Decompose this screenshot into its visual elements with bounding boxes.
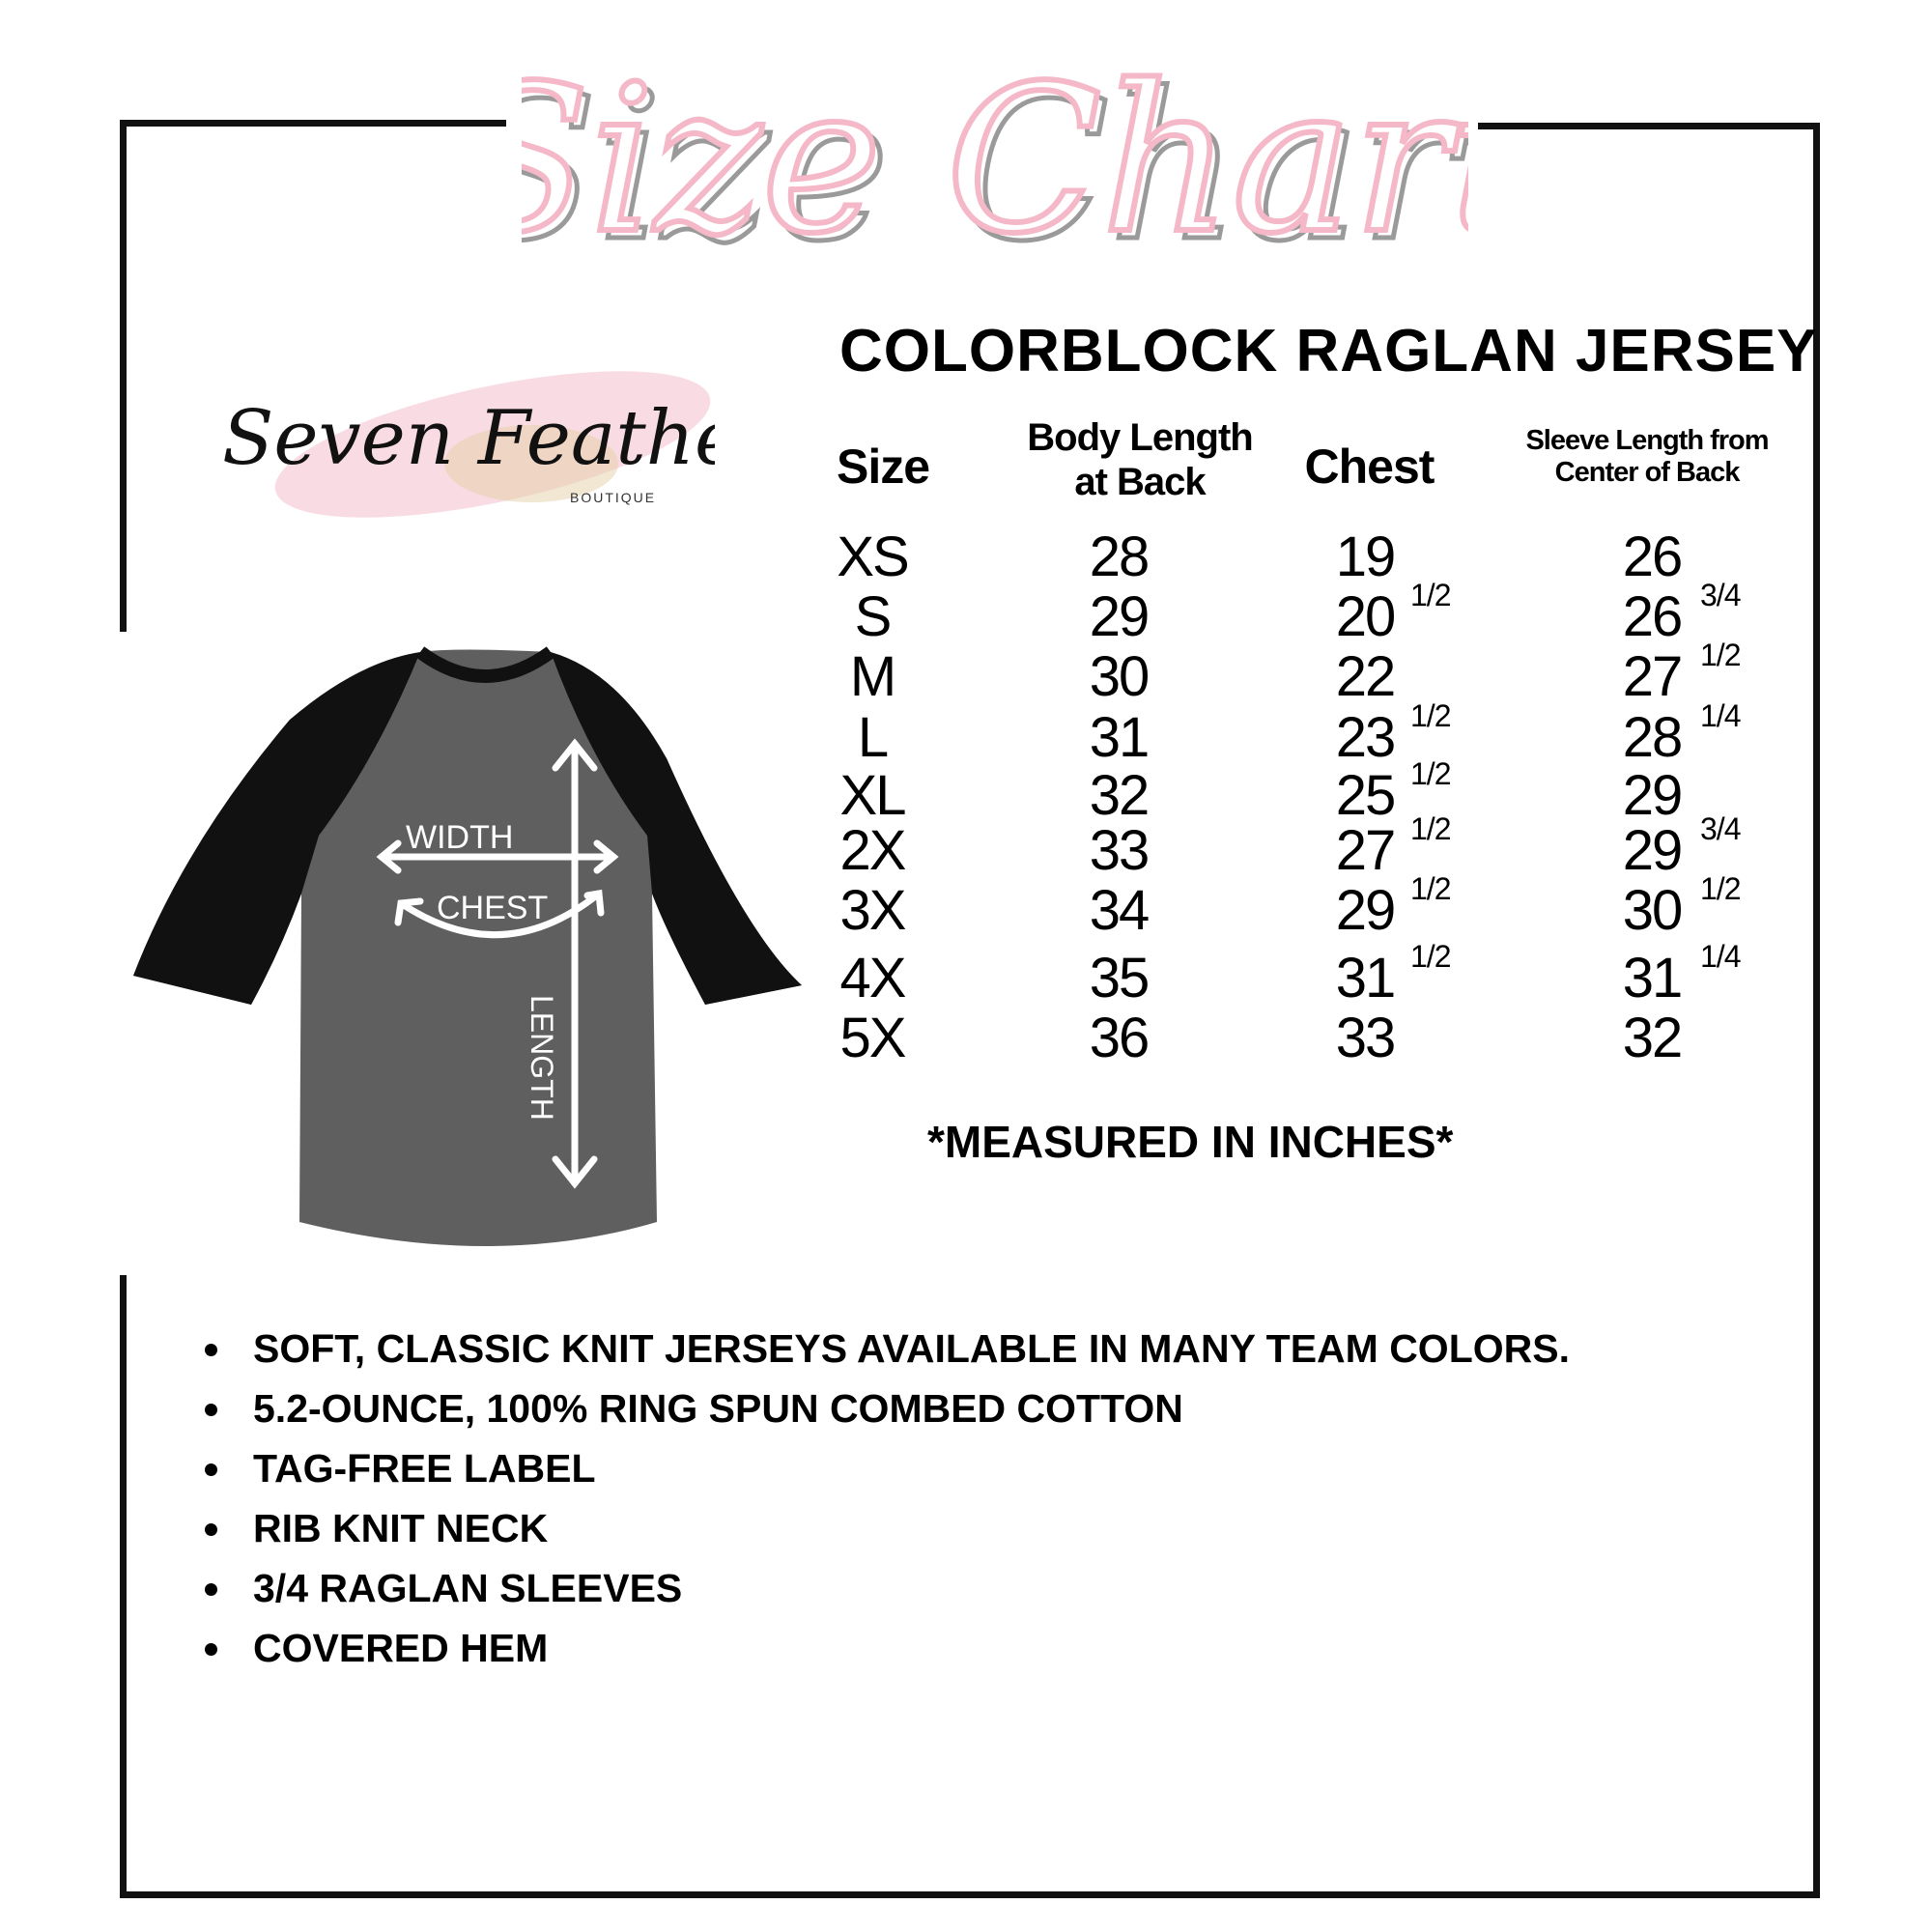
product-heading: COLORBLOCK RAGLAN JERSEY [839, 318, 1818, 384]
bullet-icon [205, 1643, 217, 1656]
seven-feathers-logo: Seven Feathers BOUTIQUE [222, 371, 715, 518]
body-length-cell: 30 [1089, 645, 1151, 708]
chest-cell: 22 [1335, 645, 1397, 708]
sleeve-cell: 26 [1622, 526, 1684, 588]
feature-text: TAG-FREE LABEL [253, 1446, 596, 1491]
sleeve-fraction: 1/4 [1700, 698, 1741, 733]
measurement-note: *MEASURED IN INCHES* [927, 1117, 1454, 1167]
header-body-line2: at Back [1074, 461, 1206, 503]
chest-cell: 20 [1335, 585, 1397, 648]
chest-cell: 19 [1335, 526, 1397, 588]
size-chart-title: Size Chart Size Chart [522, 39, 1468, 289]
raglan-shirt-diagram: WIDTH CHEST LENGTH [133, 646, 802, 1246]
sleeve-cell: 32 [1622, 1007, 1684, 1069]
bullet-icon [205, 1463, 217, 1476]
title-text: Size Chart [522, 42, 1468, 278]
feature-item: 3/4 RAGLAN SLEEVES [205, 1558, 1570, 1618]
feature-item: RIB KNIT NECK [205, 1498, 1570, 1558]
sleeve-fraction: 1/4 [1700, 939, 1741, 974]
feature-text: 5.2-OUNCE, 100% RING SPUN COMBED COTTON [253, 1386, 1183, 1431]
logo-sub: BOUTIQUE [570, 490, 656, 505]
bullet-icon [205, 1404, 217, 1416]
chest-label: CHEST [437, 890, 548, 926]
body-length-cell: 36 [1089, 1007, 1151, 1069]
frame-left-top [120, 120, 127, 632]
feature-text: SOFT, CLASSIC KNIT JERSEYS AVAILABLE IN … [253, 1326, 1570, 1371]
body-length-cell: 34 [1089, 879, 1151, 942]
feature-item: 5.2-OUNCE, 100% RING SPUN COMBED COTTON [205, 1378, 1570, 1438]
chest-cell: 23 [1335, 706, 1397, 769]
chest-fraction: 1/2 [1410, 939, 1451, 974]
bullet-icon [205, 1523, 217, 1536]
body-length-cell: 33 [1089, 819, 1151, 882]
frame-top-right [1478, 123, 1820, 129]
bullet-icon [205, 1344, 217, 1356]
chest-cell: 27 [1335, 819, 1397, 882]
chest-cell: 25 [1335, 764, 1397, 827]
body-length-cell: 32 [1089, 764, 1151, 827]
chest-cell: 31 [1335, 947, 1397, 1009]
body-length-cell: 28 [1089, 526, 1151, 588]
sleeve-cell: 28 [1622, 706, 1684, 769]
feature-item: COVERED HEM [205, 1618, 1570, 1678]
size-cell: S [854, 585, 893, 648]
feature-list: SOFT, CLASSIC KNIT JERSEYS AVAILABLE IN … [205, 1319, 1570, 1678]
chest-fraction: 1/2 [1410, 756, 1451, 791]
sleeve-cell: 29 [1622, 764, 1684, 827]
bullet-icon [205, 1583, 217, 1596]
size-cell: 5X [839, 1007, 907, 1069]
header-body-length: Body Length at Back [995, 415, 1285, 504]
chest-fraction: 1/2 [1410, 698, 1451, 733]
left-sleeve [133, 652, 420, 1005]
sleeve-fraction: 1/2 [1700, 638, 1741, 672]
size-cell: 3X [839, 879, 907, 942]
title-shadow: Size Chart [522, 49, 1468, 286]
chest-fraction: 1/2 [1410, 871, 1451, 906]
sleeve-fraction: 1/2 [1700, 871, 1741, 906]
sleeve-cell: 26 [1622, 585, 1684, 648]
feature-item: TAG-FREE LABEL [205, 1438, 1570, 1498]
sleeve-cell: 27 [1622, 645, 1684, 708]
logo-brand: Seven Feathers [222, 395, 715, 482]
frame-right [1813, 123, 1820, 1898]
size-cell: L [857, 706, 889, 769]
collar [415, 646, 555, 683]
header-sleeve-line2: Center of Back [1554, 457, 1741, 489]
feature-text: COVERED HEM [253, 1626, 549, 1670]
chest-cell: 33 [1335, 1007, 1397, 1069]
header-size: Size [837, 440, 930, 494]
size-cell: XL [839, 764, 907, 827]
frame-left-bottom [120, 1275, 127, 1898]
sleeve-cell: 30 [1622, 879, 1684, 942]
chest-arrow [397, 890, 603, 939]
sleeve-fraction: 3/4 [1700, 578, 1741, 612]
body-length-cell: 31 [1089, 706, 1151, 769]
header-sleeve-line1: Sleeve Length from [1525, 425, 1769, 456]
sleeve-cell: 29 [1622, 819, 1684, 882]
size-cell: XS [837, 526, 909, 588]
sleeve-cell: 31 [1622, 947, 1684, 1009]
size-cell: 4X [839, 947, 907, 1009]
size-cell: 2X [839, 819, 907, 882]
header-body-line1: Body Length [1027, 416, 1253, 459]
chest-fraction: 1/2 [1410, 578, 1451, 612]
size-cell: M [849, 645, 896, 708]
width-label: WIDTH [406, 819, 513, 856]
chest-cell: 29 [1335, 879, 1397, 942]
sleeve-fraction: 3/4 [1700, 811, 1741, 846]
frame-bottom [120, 1891, 1820, 1898]
length-label: LENGTH [525, 995, 559, 1121]
body-length-cell: 29 [1089, 585, 1151, 648]
chest-fraction: 1/2 [1410, 811, 1451, 846]
header-chest: Chest [1304, 440, 1435, 494]
feature-item: SOFT, CLASSIC KNIT JERSEYS AVAILABLE IN … [205, 1319, 1570, 1378]
header-sleeve-length: Sleeve Length from Center of Back [1478, 425, 1816, 490]
frame-top-left [120, 120, 506, 127]
right-sleeve [551, 652, 802, 1005]
body-length-cell: 35 [1089, 947, 1151, 1009]
feature-text: RIB KNIT NECK [253, 1506, 549, 1550]
feature-text: 3/4 RAGLAN SLEEVES [253, 1566, 683, 1610]
